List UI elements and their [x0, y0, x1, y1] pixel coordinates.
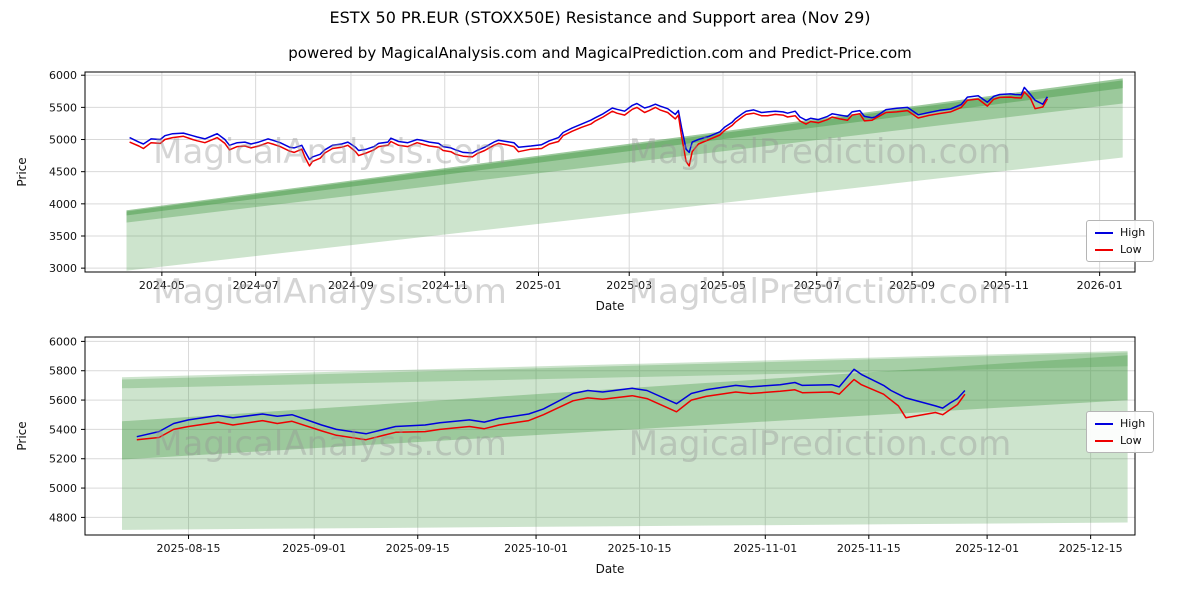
support-resistance-band	[122, 352, 1128, 389]
y-tick-label: 5400	[49, 423, 77, 436]
x-tick-label: 2025-11-15	[837, 542, 901, 555]
x-tick-label: 2024-05	[139, 279, 185, 292]
legend-label-low: Low	[1120, 434, 1142, 447]
y-tick-label: 5500	[49, 101, 77, 114]
legend-bottom-chart: High Low	[1086, 411, 1155, 453]
x-tick-label: 2024-09	[328, 279, 374, 292]
low-line-swatch	[1095, 439, 1113, 442]
support-resistance-band	[126, 80, 1123, 216]
x-tick-label: 2025-10-01	[504, 542, 568, 555]
y-tick-label: 4500	[49, 166, 77, 179]
support-resistance-band	[126, 78, 1123, 271]
legend-item-high: High	[1095, 418, 1145, 429]
y-tick-label: 5800	[49, 365, 77, 378]
y-tick-label: 5200	[49, 453, 77, 466]
low-line	[129, 91, 1049, 167]
x-tick-label: 2025-08-15	[157, 542, 221, 555]
y-tick-label: 3000	[49, 262, 77, 275]
x-tick-label: 2025-11-01	[733, 542, 797, 555]
legend-top-chart: High Low	[1086, 220, 1155, 262]
support-resistance-band	[122, 350, 1128, 530]
y-tick-label: 6000	[49, 69, 77, 82]
y-axis-label: Price	[15, 157, 29, 186]
top-price-chart: 2024-05 2024-07 2024-09 2024-11 2025-01 2025-…	[15, 69, 1136, 313]
legend-item-low: Low	[1095, 244, 1145, 255]
x-axis-label: Date	[596, 299, 625, 313]
x-tick-label: 2026-01	[1077, 279, 1123, 292]
page-title: ESTX 50 PR.EUR (STOXX50E) Resistance and…	[329, 8, 871, 27]
low-line-swatch	[1095, 248, 1113, 251]
x-tick-label: 2024-07	[233, 279, 279, 292]
legend-label-high: High	[1120, 417, 1146, 430]
x-tick-label: 2025-09-01	[282, 542, 346, 555]
x-tick-label: 2025-12-01	[955, 542, 1019, 555]
y-axis-label: Price	[15, 421, 29, 450]
chart-subtitle: powered by MagicalAnalysis.com and Magic…	[288, 44, 912, 62]
y-tick-label: 5600	[49, 394, 77, 407]
x-tick-label: 2025-12-15	[1059, 542, 1123, 555]
x-tick-label: 2025-03	[606, 279, 652, 292]
legend-label-high: High	[1120, 226, 1146, 239]
high-line-swatch	[1095, 422, 1113, 425]
legend-item-high: High	[1095, 227, 1145, 238]
high-line-swatch	[1095, 231, 1113, 234]
high-line	[136, 368, 966, 438]
y-tick-label: 4000	[49, 198, 77, 211]
x-axis-label: Date	[596, 562, 625, 576]
x-tick-label: 2025-09	[889, 279, 935, 292]
y-tick-label: 6000	[49, 335, 77, 348]
legend-item-low: Low	[1095, 435, 1145, 446]
x-tick-label: 2025-05	[700, 279, 746, 292]
x-tick-label: 2024-11	[422, 279, 468, 292]
y-tick-label: 5000	[49, 134, 77, 147]
x-tick-label: 2025-01	[516, 279, 562, 292]
x-tick-label: 2025-10-15	[608, 542, 672, 555]
x-tick-label: 2025-07	[794, 279, 840, 292]
y-tick-label: 4800	[49, 511, 77, 524]
y-tick-label: 3500	[49, 230, 77, 243]
high-line	[129, 86, 1049, 161]
x-tick-label: 2025-09-15	[386, 542, 450, 555]
x-tick-label: 2025-11	[983, 279, 1029, 292]
y-tick-label: 5000	[49, 482, 77, 495]
legend-label-low: Low	[1120, 243, 1142, 256]
bottom-price-chart: 2025-08-15 2025-09-01 2025-09-15 2025-10-01…	[15, 335, 1136, 576]
low-line	[136, 378, 966, 441]
